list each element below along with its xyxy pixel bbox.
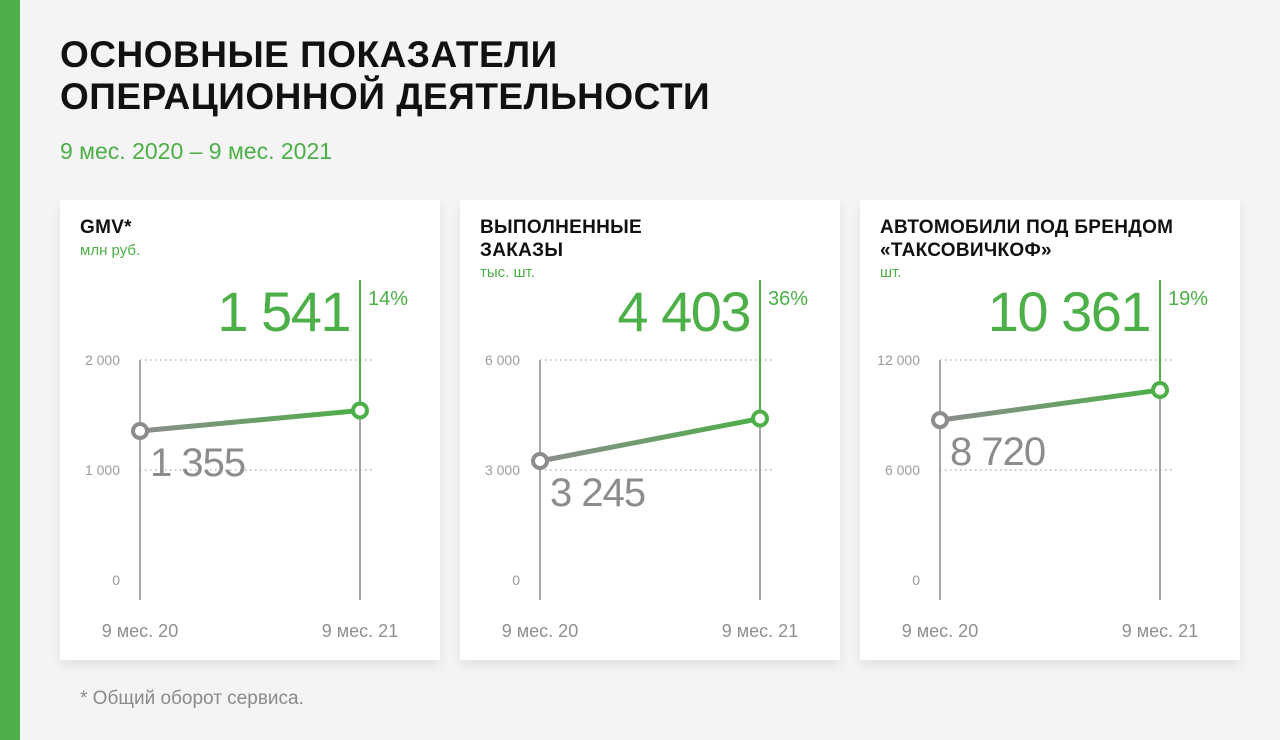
footnote: * Общий оборот сервиса. (80, 688, 304, 709)
card-orders: ВЫПОЛНЕННЫЕ ЗАКАЗЫ тыс. шт. 0 3 000 6 000 9… (460, 200, 840, 660)
data-label-start: 8 720 (950, 430, 1045, 474)
accent-bar (0, 0, 20, 740)
chart-orders: 0 3 000 6 000 9 мес. 20 9 мес. 21 3 245 4 403 3… (485, 280, 808, 641)
page-title: ОСНОВНЫЕ ПОКАЗАТЕЛИ ОПЕРАЦИОННОЙ ДЕЯТЕЛЬ… (60, 34, 710, 118)
x-category-label: 9 мес. 20 (502, 621, 578, 641)
data-label-end: 4 403 (617, 280, 750, 343)
x-category-label: 9 мес. 21 (322, 621, 398, 641)
y-tick-label: 1 000 (85, 462, 120, 478)
x-category-label: 9 мес. 20 (902, 621, 978, 641)
data-label-end: 10 361 (988, 280, 1150, 343)
card-title-line-1: АВТОМОБИЛИ ПОД БРЕНДОМ (880, 217, 1174, 238)
y-tick-label: 0 (112, 572, 120, 588)
card-title-line-1: GMV* (80, 217, 132, 238)
period-subtitle: 9 мес. 2020 – 9 мес. 2021 (60, 138, 333, 164)
data-point-end (751, 409, 769, 428)
data-point-start (931, 411, 949, 430)
card-title: GMV* (80, 216, 420, 239)
page-title-line-1: ОСНОВНЫЕ ПОКАЗАТЕЛИ (60, 34, 558, 75)
growth-percent: 19% (1168, 288, 1208, 310)
y-tick-label: 6 000 (485, 352, 520, 368)
series-line (137, 407, 363, 434)
card-unit: млн руб. (80, 242, 141, 259)
growth-percent: 14% (368, 288, 408, 310)
card-gmv: GMV* млн руб. 0 1 000 2 000 9 мес. 20 9 мес.… (60, 200, 440, 660)
card-title-line-2: ЗАКАЗЫ (480, 240, 564, 261)
card-unit: тыс. шт. (480, 264, 535, 281)
y-tick-label: 0 (512, 572, 520, 588)
y-tick-label: 0 (912, 572, 920, 588)
growth-percent: 36% (768, 288, 808, 310)
data-label-start: 3 245 (550, 471, 645, 515)
data-label-start: 1 355 (150, 441, 245, 485)
data-point-start (531, 452, 549, 471)
chart-cars: 0 6 000 12 000 9 мес. 20 9 мес. 21 8 720 10 36… (877, 280, 1208, 641)
series-line (537, 416, 763, 464)
card-unit: шт. (880, 264, 902, 281)
card-title: ВЫПОЛНЕННЫЕ ЗАКАЗЫ (480, 216, 820, 262)
data-label-end: 1 541 (217, 280, 350, 343)
page-title-line-2: ОПЕРАЦИОННОЙ ДЕЯТЕЛЬНОСТИ (60, 76, 711, 117)
card-title-line-2: «ТАКСОВИЧКОФ» (880, 240, 1052, 261)
y-tick-label: 2 000 (85, 352, 120, 368)
data-point-end (351, 401, 369, 420)
card-title-line-1: ВЫПОЛНЕННЫЕ (480, 217, 643, 238)
x-category-label: 9 мес. 21 (722, 621, 798, 641)
x-category-label: 9 мес. 21 (1122, 621, 1198, 641)
data-point-end (1151, 381, 1169, 400)
chart-gmv: 0 1 000 2 000 9 мес. 20 9 мес. 21 1 355 1 541 1… (85, 280, 408, 641)
card-cars: АВТОМОБИЛИ ПОД БРЕНДОМ «ТАКСОВИЧКОФ» шт.… (860, 200, 1240, 660)
x-category-label: 9 мес. 20 (102, 621, 178, 641)
y-tick-label: 12 000 (877, 352, 920, 368)
y-tick-label: 3 000 (485, 462, 520, 478)
series-line (937, 387, 1163, 423)
data-point-start (131, 421, 149, 440)
card-title: АВТОМОБИЛИ ПОД БРЕНДОМ «ТАКСОВИЧКОФ» (880, 216, 1220, 262)
y-tick-label: 6 000 (885, 462, 920, 478)
